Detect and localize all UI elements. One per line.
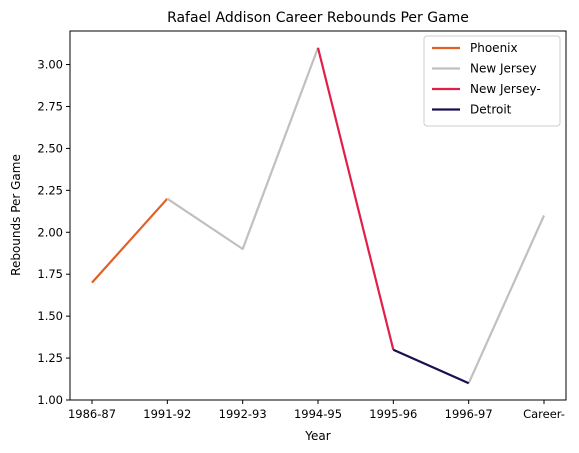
x-tick-label: Career- bbox=[523, 407, 565, 421]
series-line-2 bbox=[467, 215, 546, 384]
series-line-1 bbox=[166, 47, 320, 251]
y-tick-label: 3.00 bbox=[37, 58, 63, 72]
x-tick-label: 1991-92 bbox=[143, 407, 191, 421]
x-axis-title: Year bbox=[304, 429, 330, 443]
x-tick-label: 1996-97 bbox=[445, 407, 493, 421]
series-line-0 bbox=[91, 197, 169, 284]
series-layer bbox=[91, 47, 546, 385]
chart-title: Rafael Addison Career Rebounds Per Game bbox=[167, 10, 469, 26]
series-line-3 bbox=[316, 47, 395, 350]
x-tick-label: 1994-95 bbox=[294, 407, 342, 421]
legend-label: New Jersey bbox=[470, 62, 537, 76]
y-tick-label: 1.75 bbox=[37, 267, 63, 281]
y-tick-label: 1.50 bbox=[37, 309, 63, 323]
legend: Phoenix New Jersey New Jersey- Detroit bbox=[423, 35, 561, 127]
legend-label: New Jersey- bbox=[470, 82, 541, 96]
y-tick-label: 2.25 bbox=[37, 183, 63, 197]
legend-box bbox=[423, 35, 561, 127]
series-line-4 bbox=[392, 348, 470, 385]
y-axis-title: Rebounds Per Game bbox=[9, 154, 23, 276]
y-tick-label: 2.50 bbox=[37, 141, 63, 155]
x-tick-label: 1986-87 bbox=[68, 407, 116, 421]
x-axis: 1986-87 1991-92 1992-93 1994-95 1995-96 1996-… bbox=[68, 400, 565, 421]
y-tick-label: 1.25 bbox=[37, 351, 63, 365]
y-tick-label: 1.00 bbox=[37, 393, 63, 407]
y-tick-label: 2.00 bbox=[37, 225, 63, 239]
y-axis: 1.00 1.25 1.50 1.75 2.00 2.25 2.50 2.75 3.00 bbox=[37, 58, 70, 407]
y-tick-label: 2.75 bbox=[37, 99, 63, 113]
x-tick-label: 1995-96 bbox=[369, 407, 417, 421]
legend-label: Detroit bbox=[470, 103, 512, 117]
legend-label: Phoenix bbox=[470, 41, 518, 55]
x-tick-label: 1992-93 bbox=[219, 407, 267, 421]
